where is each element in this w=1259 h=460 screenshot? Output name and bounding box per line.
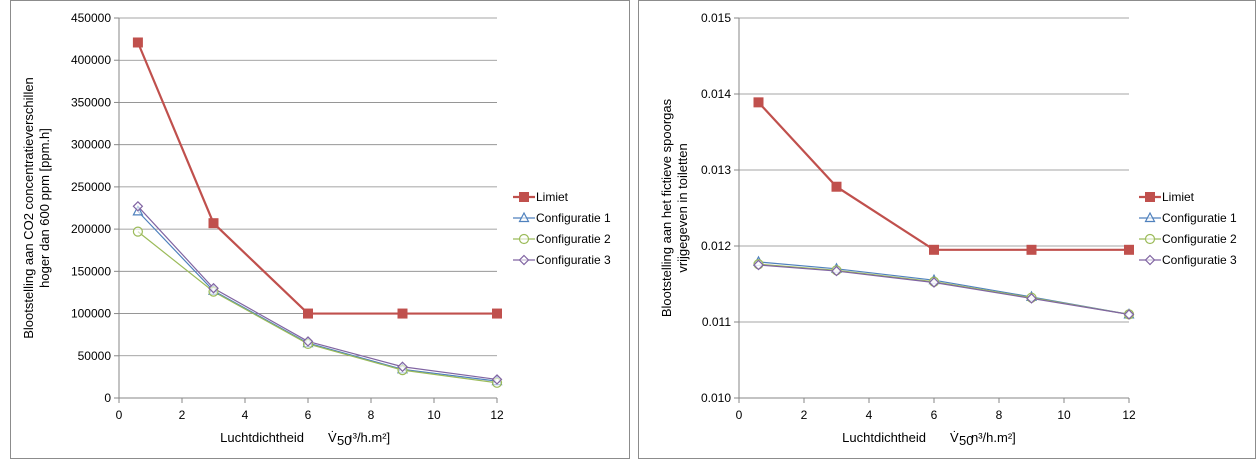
- x-tick-label: 0: [116, 408, 123, 422]
- data-point: [132, 200, 144, 212]
- y-tick-label: 150000: [71, 264, 111, 278]
- series-line: [137, 205, 498, 381]
- x-tick-label: 2: [801, 408, 808, 422]
- x-tick-label: 8: [368, 408, 375, 422]
- legend-label: Limiet: [536, 190, 569, 204]
- data-point: [491, 374, 503, 385]
- y-axis-title-line: Blootstelling aan CO2 concentratieversch…: [21, 77, 36, 339]
- legend-label: Configuratie 3: [1162, 253, 1237, 267]
- x-tick-label: 4: [242, 408, 249, 422]
- y-axis-title-line: vrijgegeven in toiletten: [675, 143, 690, 272]
- y-tick-label: 0: [104, 391, 111, 405]
- x-tick-label: 12: [490, 408, 504, 422]
- y-tick-label: 100000: [71, 307, 111, 321]
- y-axis-title: Blootstelling aan het fictieve spoorgasv…: [659, 98, 690, 317]
- chart-panel-co2: 0 50000 100000 150000 200000 250000 300000 3500…: [10, 0, 630, 459]
- data-point: [831, 265, 842, 277]
- data-point: [132, 37, 143, 48]
- y-tick-label: 0.012: [701, 239, 731, 253]
- data-point: [397, 308, 408, 319]
- y-tick-label: 50000: [78, 349, 112, 363]
- legend-marker: [519, 192, 529, 202]
- legend-label: Configuratie 2: [1162, 232, 1237, 246]
- chart-tracer-gas-exposure: 0.010 0.011 0.012 0.013 0.014 0.015 0 2 4 6 8 10 12 B…: [659, 11, 1237, 448]
- x-tick-label: 8: [996, 408, 1003, 422]
- y-tick-label: 250000: [71, 180, 111, 194]
- legend-marker: [1144, 233, 1156, 245]
- chart-co2-exposure: 0 50000 100000 150000 200000 250000 300000 3500…: [21, 11, 611, 448]
- x-axis-subscript: 50: [337, 433, 351, 448]
- x-tick-label: 6: [305, 408, 312, 422]
- legend-label: Limiet: [1162, 190, 1195, 204]
- x-axis-symbol: V̇: [328, 430, 337, 445]
- chart-panel-tracer-gas: 0.010 0.011 0.012 0.013 0.014 0.015 0 2 4 6 8 10 12 B…: [638, 0, 1256, 459]
- data-point: [302, 336, 314, 347]
- x-axis-title: Luchtdichtheid: [842, 430, 926, 445]
- series-line: [757, 101, 1129, 251]
- legend-marker: [518, 233, 530, 245]
- legend-label: Configuratie 2: [536, 232, 611, 246]
- data-point: [1026, 293, 1037, 304]
- x-axis-subscript: 50: [959, 433, 973, 448]
- y-tick-label: 400000: [71, 53, 111, 67]
- data-point: [831, 181, 842, 192]
- x-tick-label: 6: [931, 408, 938, 422]
- series-line: [758, 264, 1130, 315]
- y-tick-label: 0.014: [701, 87, 731, 101]
- data-point: [492, 308, 502, 319]
- x-axis-symbol: V̇: [950, 430, 959, 445]
- y-tick-label: 0.015: [701, 11, 731, 25]
- data-point: [303, 308, 313, 319]
- series-line: [137, 231, 498, 384]
- x-tick-label: 10: [1057, 408, 1071, 422]
- x-tick-label: 4: [866, 408, 873, 422]
- y-tick-label: 0.013: [701, 163, 731, 177]
- x-tick-label: 10: [427, 408, 441, 422]
- legend-marker: [518, 254, 530, 266]
- y-tick-label: 450000: [71, 11, 111, 25]
- data-point: [928, 277, 940, 288]
- legend-label: Configuratie 1: [1162, 211, 1237, 225]
- x-axis-title: Luchtdichtheid: [220, 430, 304, 445]
- x-tick-label: 12: [1122, 408, 1136, 422]
- legend-marker: [1144, 254, 1156, 266]
- y-axis-title-line: Blootstelling aan het fictieve spoorgas: [659, 98, 674, 317]
- data-point: [1026, 244, 1037, 255]
- y-tick-label: 200000: [71, 222, 111, 236]
- legend-marker: [1145, 192, 1155, 202]
- series-line: [758, 263, 1130, 315]
- legend-marker: [1144, 211, 1156, 223]
- x-axis-unit: ı³/h.m²]: [349, 430, 390, 445]
- legend-label: Configuratie 1: [536, 211, 611, 225]
- data-point: [1123, 309, 1135, 320]
- y-tick-label: 0.010: [701, 391, 731, 405]
- legend-label: Configuratie 3: [536, 253, 611, 267]
- data-point: [753, 97, 764, 108]
- y-tick-label: 350000: [71, 95, 111, 109]
- y-tick-label: 300000: [71, 138, 111, 152]
- y-axis-title-line: hoger dan 600 ppm [ppm.h]: [37, 128, 52, 288]
- x-tick-label: 0: [736, 408, 743, 422]
- y-tick-label: 0.011: [702, 315, 731, 329]
- data-point: [132, 226, 144, 237]
- x-axis-unit: n³/h.m²]: [971, 430, 1016, 445]
- series-line: [136, 42, 497, 315]
- x-tick-label: 2: [179, 408, 186, 422]
- data-point: [1124, 244, 1134, 255]
- data-point: [929, 244, 939, 255]
- data-point: [208, 218, 219, 229]
- data-point: [208, 282, 219, 294]
- legend-marker: [518, 211, 530, 223]
- y-axis-title: Blootstelling aan CO2 concentratieversch…: [21, 77, 52, 339]
- data-point: [753, 259, 764, 271]
- data-point: [397, 361, 408, 373]
